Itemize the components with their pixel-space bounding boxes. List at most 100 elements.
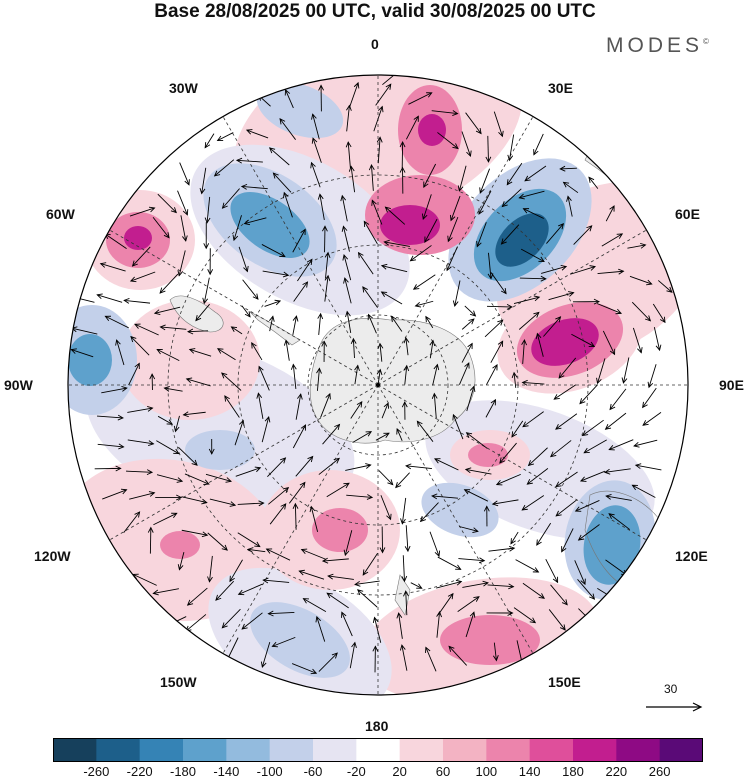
wind-vector [627,242,647,249]
wind-vector [577,579,596,600]
wind-vector [437,556,462,570]
wind-vector [367,313,377,334]
wind-vector [173,415,180,433]
wind-vector [548,609,566,631]
wind-vector [524,165,547,182]
colorbar-tick-label: -100 [256,764,283,779]
wind-vector [432,363,440,386]
meridian-line [377,384,534,654]
wind-vector [579,384,599,405]
wind-vector [126,469,154,476]
wind-vector [372,645,379,673]
wind-vector [378,470,394,486]
colorbar-swatch [486,738,531,762]
wind-vector [533,133,544,156]
colorbar-tick-label: -260 [83,764,110,779]
wind-vector [399,644,408,671]
colorbar-swatch [659,738,703,762]
map-disc [68,75,688,695]
wind-vector [357,251,374,275]
wind-vector [208,439,215,455]
meridian-line [377,384,647,541]
wind-vector [395,472,410,489]
wind-vector [461,342,473,363]
meridian-line [377,116,534,386]
wind-vector [465,112,482,135]
colorbar-swatch [139,738,184,762]
wind-vector [452,280,461,307]
wind-vector [423,163,437,189]
wind-vector [605,493,632,501]
wind-vector [156,440,180,455]
wind-vector [345,141,352,169]
wind-vector [605,205,615,222]
wind-vector [404,525,411,553]
wind-vector [425,315,434,329]
colorbar-tick-label: 20 [392,764,407,779]
wind-vector [570,265,597,275]
wind-vector [123,298,151,304]
anomaly-contour [230,192,310,258]
wind-vector [97,443,125,450]
anomaly-contour [68,334,112,386]
wind-vector [485,398,496,418]
wind-vector [156,349,180,362]
wind-vector [416,420,434,442]
wind-vector [153,306,181,315]
wind-vector [129,271,156,283]
wind-vector [410,582,423,589]
wind-vector [326,592,349,609]
wind-vector [495,473,521,486]
wind-vector [295,455,314,477]
wind-vector [243,217,267,226]
wind-vector [466,385,476,412]
wind-vector [177,250,186,277]
wind-vector [621,357,630,384]
meridian-line [222,384,379,654]
wind-vector [237,532,261,548]
colorbar-tick-label: 180 [562,764,584,779]
antarctica-landmass [309,317,476,444]
wind-vector [221,372,242,391]
pole-marker [376,383,380,387]
wind-vector [431,493,458,500]
wind-vector [485,135,492,163]
wind-vector [436,610,442,638]
wind-vector [327,573,354,580]
wind-vector [652,303,666,324]
colorbar-swatch [529,738,574,762]
map-border [67,74,689,696]
wind-vector [155,494,183,501]
wind-vector [362,553,378,576]
wind-vector [631,301,652,322]
wind-vector [357,589,378,608]
wind-vector [596,303,623,315]
south-america-tip [169,295,224,333]
wind-vector [631,484,656,498]
chart-title: Base 28/08/2025 00 UTC, valid 30/08/2025… [154,1,596,22]
wind-vector [260,642,271,668]
wind-vector [521,379,545,386]
wind-vector [234,419,245,446]
wind-vector [268,147,290,166]
wind-vector [322,423,341,445]
wind-vector [343,530,353,557]
reference-vector-label: 30 [664,682,678,696]
wind-vector [581,419,604,437]
wind-vector [127,405,154,413]
wind-vector [376,136,383,164]
wind-vector [478,190,492,215]
wind-vector [571,333,596,348]
colorbar-swatch [53,738,97,762]
wind-vector [343,277,352,304]
wind-vector [588,176,599,189]
wind-vector [311,113,320,140]
wind-vector [484,319,504,338]
wind-vector [463,489,489,502]
wind-vector [177,190,189,216]
wind-vector [221,608,241,629]
wind-vector [184,473,210,485]
wind-vector [237,583,263,596]
wind-vector [546,223,565,244]
wind-vector [352,431,373,443]
